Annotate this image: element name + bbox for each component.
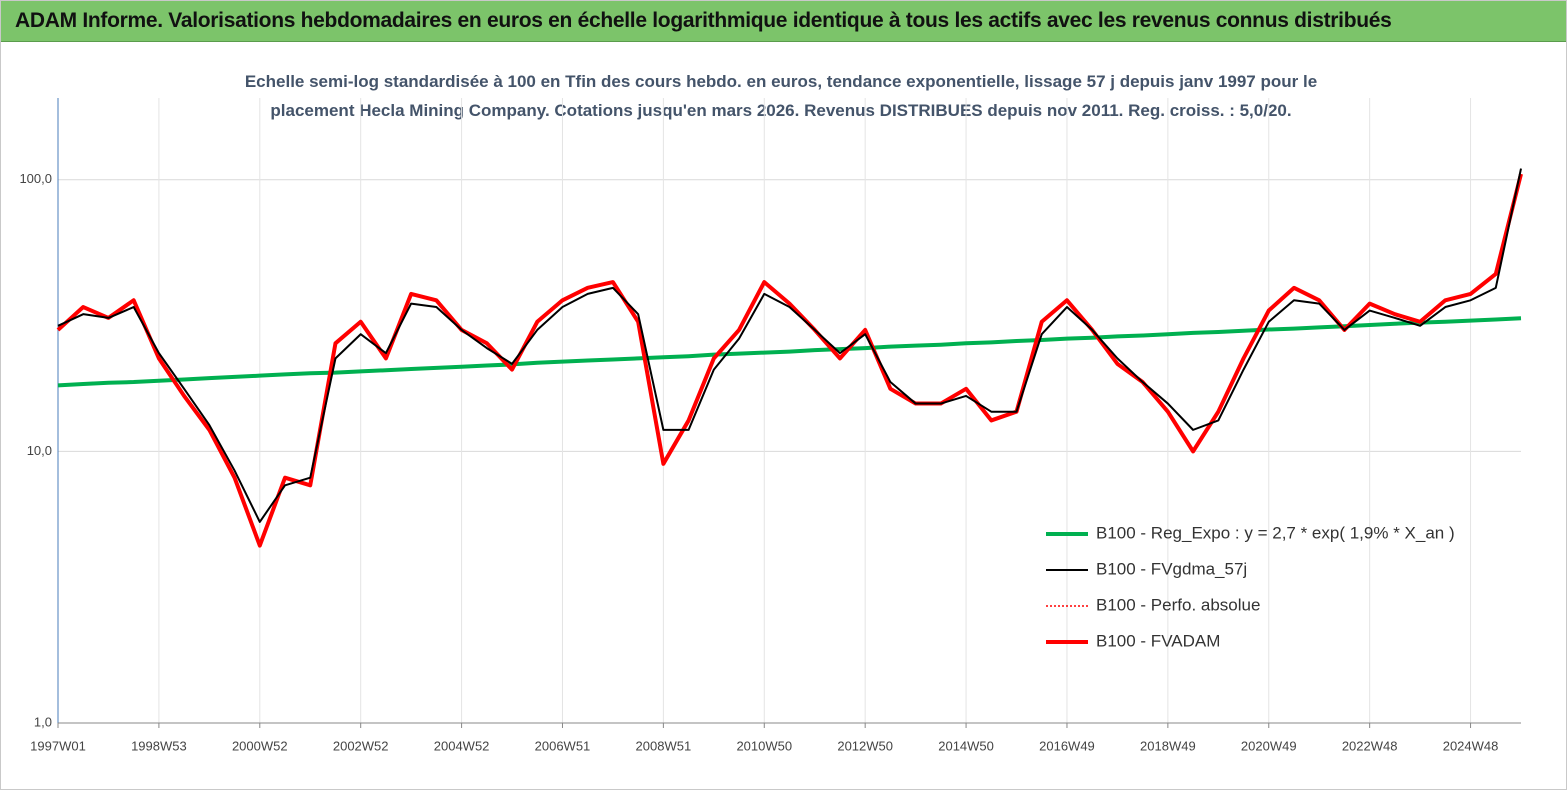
chart-subtitle: Echelle semi-log standardisée à 100 en T… [244, 72, 1318, 120]
x-tick-label: 2014W50 [938, 738, 994, 753]
y-tick-label: 10,0 [27, 443, 52, 458]
x-tick-label: 2012W50 [837, 738, 893, 753]
y-tick-label: 100,0 [19, 171, 52, 186]
x-tick-label: 2006W51 [535, 738, 591, 753]
banner: ADAM Informe. Valorisations hebdomadaire… [1, 1, 1566, 42]
legend-label: B100 - Reg_Expo : y = 2,7 * exp( 1,9% * … [1096, 523, 1455, 542]
legend-label: B100 - FVADAM [1096, 631, 1220, 650]
x-tick-label: 2018W49 [1140, 738, 1196, 753]
series-line [57, 173, 1522, 547]
x-tick-label: 2002W52 [333, 738, 389, 753]
x-tick-label: 2024W48 [1443, 738, 1499, 753]
x-tick-label: 2008W51 [636, 738, 692, 753]
x-tick-label: 1998W53 [131, 738, 187, 753]
x-tick-label: 2004W52 [434, 738, 490, 753]
x-tick-label: 2020W49 [1241, 738, 1297, 753]
legend-label: B100 - FVgdma_57j [1096, 559, 1247, 578]
x-tick-label: 2010W50 [736, 738, 792, 753]
x-tick-label: 1997W01 [30, 738, 86, 753]
legend-label: B100 - Perfo. absolue [1096, 595, 1260, 614]
x-tick-label: 2000W52 [232, 738, 288, 753]
series-line [57, 168, 1522, 523]
y-tick-label: 1,0 [34, 714, 52, 729]
series-line [56, 173, 1523, 548]
x-tick-label: 2016W49 [1039, 738, 1095, 753]
series-line [57, 316, 1522, 388]
page-title: ADAM Informe. Valorisations hebdomadaire… [15, 9, 1392, 32]
x-tick-label: 2022W48 [1342, 738, 1398, 753]
